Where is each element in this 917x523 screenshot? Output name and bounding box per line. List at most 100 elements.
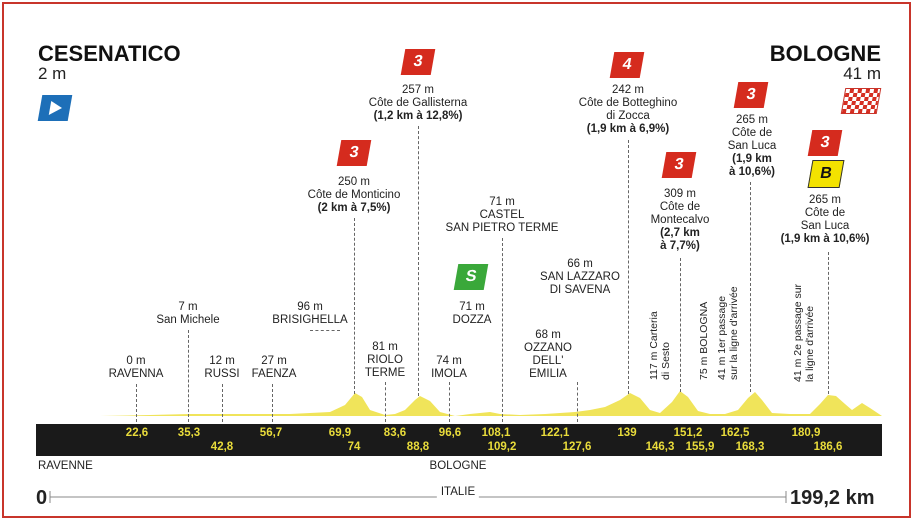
km-label: 22,6 <box>125 427 149 439</box>
town-alt: 71 m <box>459 301 485 313</box>
cat3-badge: 3 <box>807 130 843 156</box>
climb-detail: (1,9 km à 6,9%) <box>586 123 670 135</box>
climb-name: Côte de <box>659 201 701 213</box>
km-label: 109,2 <box>487 441 517 453</box>
finish-flag-icon <box>840 88 882 114</box>
cat3-badge: 3 <box>400 49 436 75</box>
town-alt: 81 m <box>372 341 398 353</box>
map-frame <box>2 2 911 518</box>
cat4-badge: 4 <box>609 52 645 78</box>
finish-city: BOLOGNE <box>769 41 881 66</box>
km-label: 56,7 <box>259 427 283 439</box>
start-altitude: 2 m <box>38 64 67 83</box>
town-alt: 71 m <box>489 196 515 208</box>
climb-name: Côte de Monticino <box>307 189 401 201</box>
country-label: ITALIE <box>436 486 480 499</box>
town-name: RIOLO <box>367 354 403 366</box>
town-alt: 68 m <box>535 329 561 341</box>
climb-alt: 265 m <box>809 194 841 206</box>
town-name: OZZANO <box>524 342 572 354</box>
town-name: SAN LAZZARO <box>540 271 620 283</box>
km-label: 69,9 <box>328 427 352 439</box>
climb-name: Montecalvo <box>650 214 710 226</box>
town-alt: 27 m <box>261 355 287 367</box>
climb-name: Côte de Botteghino <box>578 97 678 109</box>
town-name: RUSSI <box>204 368 240 380</box>
vertical-label: di Sesto <box>660 342 672 380</box>
town-name: DI SAVENA <box>549 284 611 296</box>
vertical-label: la ligne d'arrivée <box>804 305 816 382</box>
start-city: CESENATICO <box>38 41 181 66</box>
town-alt: 74 m <box>436 355 462 367</box>
climb-detail: (1,9 km <box>732 153 772 165</box>
km-label: 74 <box>347 441 361 453</box>
climb-name: San Luca <box>727 140 777 152</box>
town-name: DOZZA <box>452 314 492 326</box>
climb-name: San Luca <box>800 220 850 232</box>
town-name: SAN PIETRO TERME <box>445 222 559 234</box>
region-label: BOLOGNE <box>429 460 487 472</box>
climb-detail: (1,2 km à 12,8%) <box>373 110 463 122</box>
town-name: San Michele <box>156 314 220 326</box>
climb-detail: à 10,6%) <box>728 166 776 178</box>
town-alt: 12 m <box>209 355 235 367</box>
km-label: 96,6 <box>438 427 462 439</box>
vertical-label: 117 m Carteria <box>648 311 660 380</box>
km-band <box>36 424 882 456</box>
km-label: 42,8 <box>210 441 234 453</box>
km-label: 88,8 <box>406 441 430 453</box>
town-alt: 66 m <box>567 258 593 270</box>
climb-detail: (1,9 km à 10,6%) <box>780 233 870 245</box>
km-label: 139 <box>617 427 637 439</box>
town-name: IMOLA <box>431 368 467 380</box>
town-name: FAENZA <box>251 368 297 380</box>
town-name: RAVENNA <box>108 368 164 380</box>
km-label: 186,6 <box>813 441 843 453</box>
km-label: 108,1 <box>481 427 511 439</box>
km-label: 168,3 <box>735 441 765 453</box>
vertical-label: 41 m 1er passage <box>716 295 728 380</box>
vertical-label: sur la ligne d'arrivée <box>728 286 740 380</box>
town-name: TERME <box>364 367 406 379</box>
cat3-badge: 3 <box>661 152 697 178</box>
km-label: 151,2 <box>673 427 703 439</box>
town-alt: 7 m <box>178 301 198 313</box>
profile-area <box>36 391 882 416</box>
region-label: RAVENNE <box>38 460 93 472</box>
climb-name: Côte de <box>731 127 773 139</box>
km-label: 83,6 <box>383 427 407 439</box>
climb-alt: 242 m <box>612 84 644 96</box>
cat3-badge: 3 <box>733 82 769 108</box>
vertical-label: 41 m 2e passage sur <box>792 283 804 382</box>
climb-detail: (2,7 km <box>660 227 700 239</box>
climb-alt: 265 m <box>736 114 768 126</box>
km-label: 162,5 <box>720 427 750 439</box>
climb-name: Côte de Gallisterna <box>368 97 468 109</box>
start-km: 0 <box>36 487 48 509</box>
km-label: 180,9 <box>791 427 821 439</box>
cat3-badge: 3 <box>336 140 372 166</box>
town-alt: 96 m <box>297 301 323 313</box>
climb-alt: 309 m <box>664 188 696 200</box>
climb-alt: 257 m <box>402 84 434 96</box>
climb-detail: (2 km à 7,5%) <box>317 202 391 214</box>
town-name: DELL' <box>532 355 564 367</box>
start-flag-icon <box>37 95 73 121</box>
climb-alt: 250 m <box>338 176 370 188</box>
bonus-badge: B <box>807 160 845 188</box>
town-name: CASTEL <box>479 209 525 221</box>
finish-km: 199,2 km <box>790 487 875 509</box>
climb-name: Côte de <box>804 207 846 219</box>
town-name: EMILIA <box>529 368 567 380</box>
vertical-label: 75 m BOLOGNA <box>698 301 710 380</box>
town-name: BRISIGHELLA <box>272 314 348 326</box>
km-label: 122,1 <box>540 427 570 439</box>
climb-detail: à 7,7%) <box>660 240 700 252</box>
km-label: 35,3 <box>177 427 201 439</box>
finish-altitude: 41 m <box>843 64 881 83</box>
km-label: 127,6 <box>562 441 592 453</box>
km-label: 155,9 <box>685 441 715 453</box>
sprint-badge: S <box>453 264 489 290</box>
climb-name: di Zocca <box>606 110 650 122</box>
